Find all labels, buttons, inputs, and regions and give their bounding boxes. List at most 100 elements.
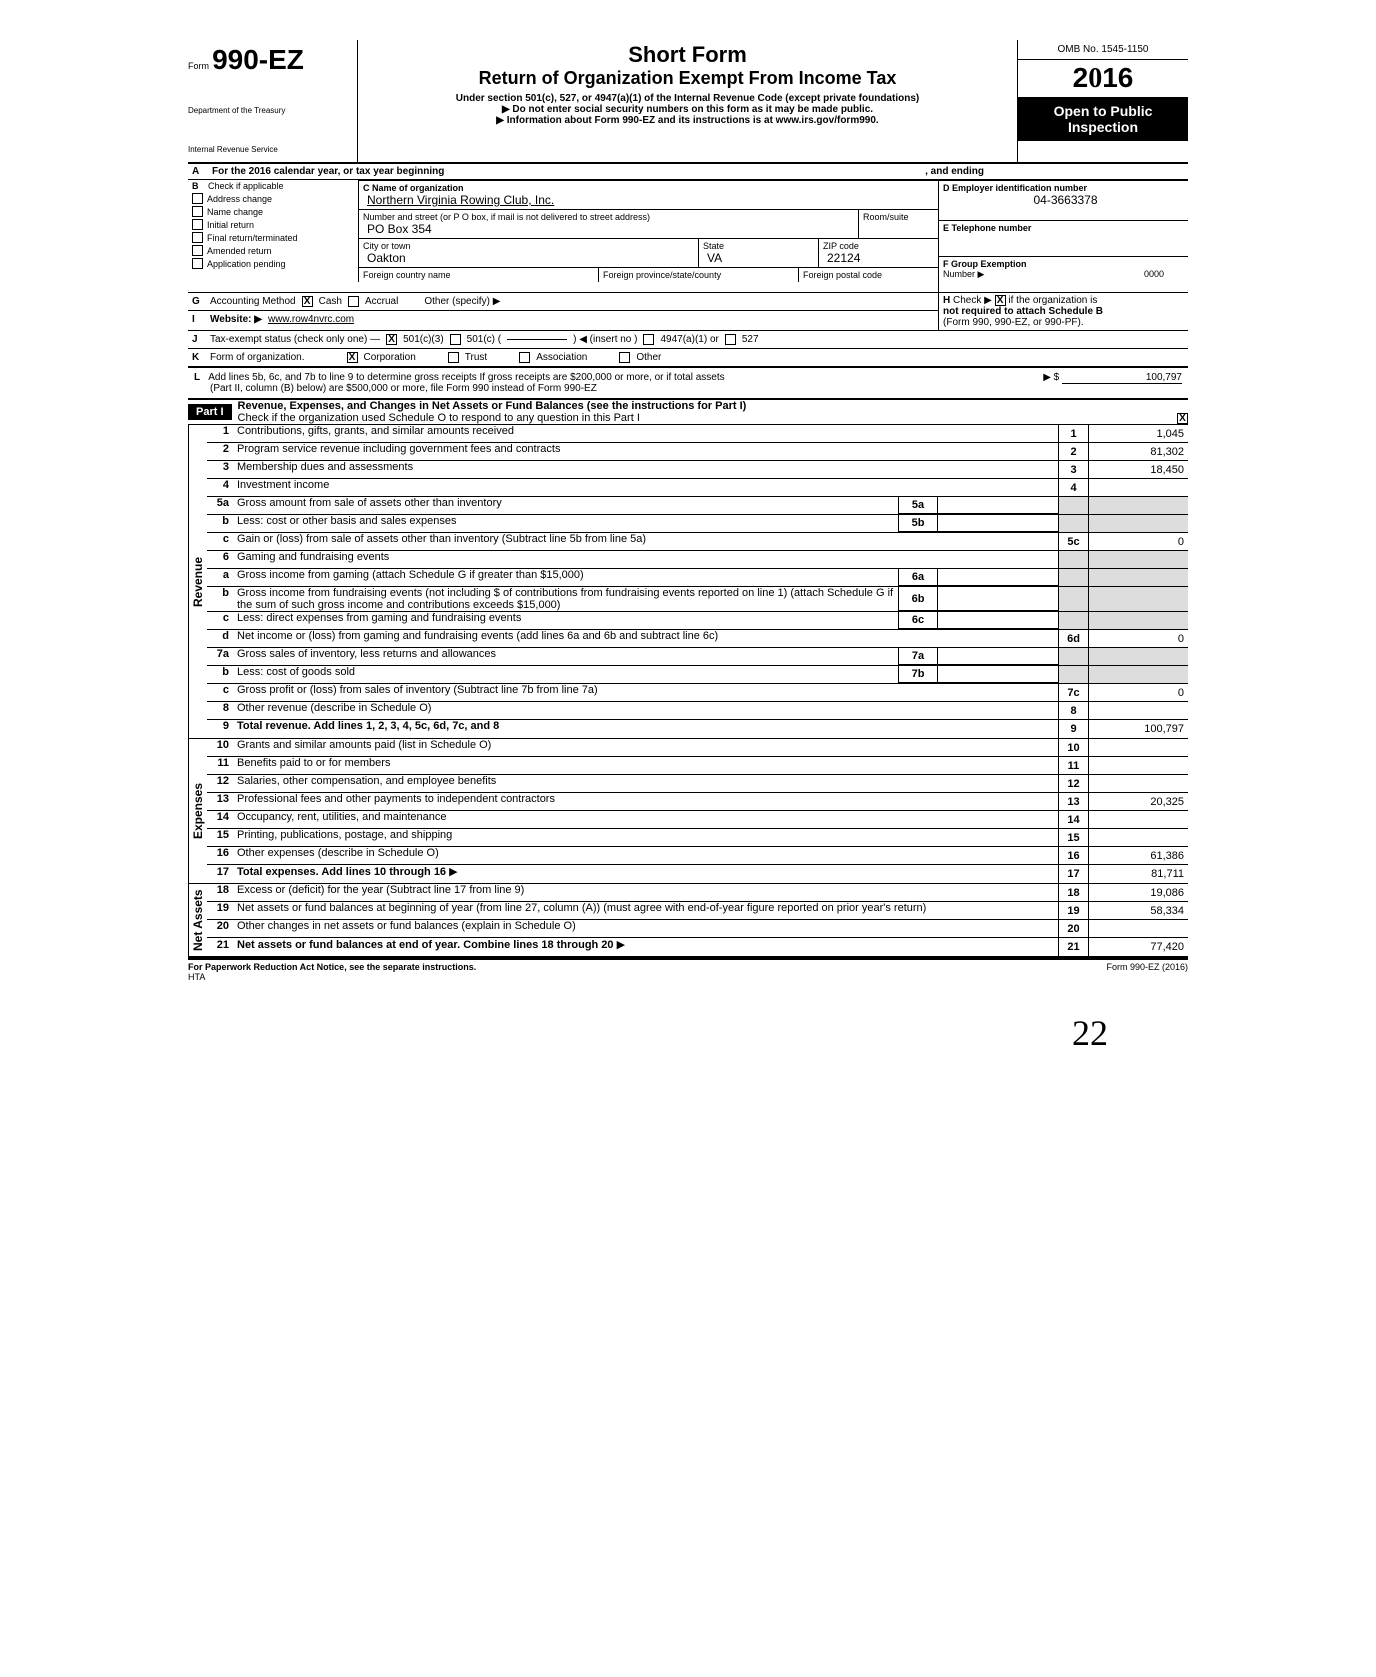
line-5a: 5aGross amount from sale of assets other…	[207, 497, 1188, 515]
line-text: Grants and similar amounts paid (list in…	[237, 739, 1058, 751]
line-number: c	[207, 612, 237, 624]
num-box: 12	[1058, 775, 1088, 792]
amount: 0	[1088, 684, 1188, 701]
line-b: bLess: cost or other basis and sales exp…	[207, 515, 1188, 533]
amt-box-shade	[1088, 497, 1188, 514]
num-box: 21	[1058, 938, 1088, 956]
h-text3: not required to attach Schedule B	[943, 306, 1103, 317]
line-text: Gross sales of inventory, less returns a…	[237, 648, 898, 660]
amount: 81,302	[1088, 443, 1188, 460]
line-number: 13	[207, 793, 237, 805]
chk-4947[interactable]	[643, 334, 654, 345]
open-public-2: Inspection	[1024, 119, 1182, 135]
chk-501c3[interactable]	[386, 334, 397, 345]
line-number: 19	[207, 902, 237, 914]
line-number: 3	[207, 461, 237, 473]
chk-name-change[interactable]	[192, 206, 203, 217]
website-value: www.row4nvrc.com	[268, 314, 354, 325]
lbl-assoc: Association	[536, 352, 587, 363]
line-number: 18	[207, 884, 237, 896]
amount: 19,086	[1088, 884, 1188, 901]
mid-value[interactable]	[938, 515, 1058, 532]
col-c: C Name of organization Northern Virginia…	[358, 180, 938, 292]
line-text: Gaming and fundraising events	[237, 551, 1058, 563]
chk-schedule-b[interactable]	[995, 295, 1006, 306]
row-gh: G Accounting Method Cash Accrual Other (…	[188, 293, 1188, 331]
chk-corp[interactable]	[347, 352, 358, 363]
line-text: Investment income	[237, 479, 1058, 491]
line-number: 7a	[207, 648, 237, 660]
mid-value[interactable]	[938, 666, 1058, 683]
amount: 20,325	[1088, 793, 1188, 810]
mid-value[interactable]	[938, 569, 1058, 586]
chk-amended[interactable]	[192, 245, 203, 256]
num-box: 10	[1058, 739, 1088, 756]
chk-app-pending[interactable]	[192, 258, 203, 269]
revenue-lines: 1Contributions, gifts, grants, and simil…	[207, 425, 1188, 738]
mid-value[interactable]	[938, 497, 1058, 514]
line-21: 21Net assets or fund balances at end of …	[207, 938, 1188, 956]
line-12: 12Salaries, other compensation, and empl…	[207, 775, 1188, 793]
h-text1: Check ▶	[953, 295, 992, 306]
mid-value[interactable]	[938, 587, 1058, 611]
num-box: 17	[1058, 865, 1088, 883]
revenue-side-label: Revenue	[188, 425, 207, 738]
c-name-label: C Name of organization	[363, 183, 464, 193]
lbl-trust: Trust	[465, 352, 487, 363]
line-number: 1	[207, 425, 237, 437]
chk-527[interactable]	[725, 334, 736, 345]
chk-trust[interactable]	[448, 352, 459, 363]
501c-insert[interactable]	[507, 339, 567, 340]
mid-value[interactable]	[938, 612, 1058, 629]
line-text: Total revenue. Add lines 1, 2, 3, 4, 5c,…	[237, 720, 1058, 732]
line-text: Printing, publications, postage, and shi…	[237, 829, 1058, 841]
amount	[1088, 479, 1188, 496]
gross-receipts: 100,797	[1062, 372, 1182, 384]
chk-address-change[interactable]	[192, 193, 203, 204]
amount: 0	[1088, 630, 1188, 647]
city-row: City or townOakton StateVA ZIP code22124	[358, 238, 938, 267]
num-box: 19	[1058, 902, 1088, 919]
chk-501c[interactable]	[450, 334, 461, 345]
paperwork-notice: For Paperwork Reduction Act Notice, see …	[188, 962, 476, 972]
line-text: Net assets or fund balances at end of ye…	[237, 938, 1058, 951]
chk-assoc[interactable]	[519, 352, 530, 363]
line-text: Gross income from fundraising events (no…	[237, 587, 898, 611]
chk-schedule-o[interactable]	[1177, 413, 1188, 424]
col-def: D Employer identification number 04-3663…	[938, 180, 1188, 292]
chk-cash[interactable]	[302, 296, 313, 307]
lbl-final-return: Final return/terminated	[207, 233, 298, 243]
part1-label: Part I	[188, 404, 232, 420]
line-10: 10Grants and similar amounts paid (list …	[207, 739, 1188, 757]
num-box-shade	[1058, 569, 1088, 586]
line-text: Gross amount from sale of assets other t…	[237, 497, 898, 509]
line-15: 15Printing, publications, postage, and s…	[207, 829, 1188, 847]
label-a: A	[192, 166, 212, 177]
amt-box-shade	[1088, 515, 1188, 532]
chk-final-return[interactable]	[192, 232, 203, 243]
netassets-lines: 18Excess or (deficit) for the year (Subt…	[207, 884, 1188, 956]
room-label: Room/suite	[863, 212, 909, 222]
zip-label: ZIP code	[823, 241, 859, 251]
mid-value[interactable]	[938, 648, 1058, 665]
chk-accrual[interactable]	[348, 296, 359, 307]
amount: 18,450	[1088, 461, 1188, 478]
num-box-shade	[1058, 515, 1088, 532]
chk-initial-return[interactable]	[192, 219, 203, 230]
line-number: c	[207, 684, 237, 696]
num-box-shade	[1058, 648, 1088, 665]
amount	[1088, 739, 1188, 756]
fcountry-label: Foreign country name	[363, 270, 451, 280]
line-text: Gain or (loss) from sale of assets other…	[237, 533, 1058, 545]
chk-other-org[interactable]	[619, 352, 630, 363]
addr-row: Number and street (or P O box, if mail i…	[358, 209, 938, 238]
part1-title: Revenue, Expenses, and Changes in Net As…	[238, 400, 1188, 412]
line-c: cGross profit or (loss) from sales of in…	[207, 684, 1188, 702]
label-k: K	[192, 352, 204, 363]
tax-exempt-label: Tax-exempt status (check only one) —	[210, 334, 380, 345]
lbl-4947: 4947(a)(1) or	[660, 334, 718, 345]
ending-label: , and ending	[925, 166, 984, 177]
line-6: 6Gaming and fundraising events	[207, 551, 1188, 569]
line-number: 15	[207, 829, 237, 841]
l-text1: Add lines 5b, 6c, and 7b to line 9 to de…	[208, 372, 724, 383]
